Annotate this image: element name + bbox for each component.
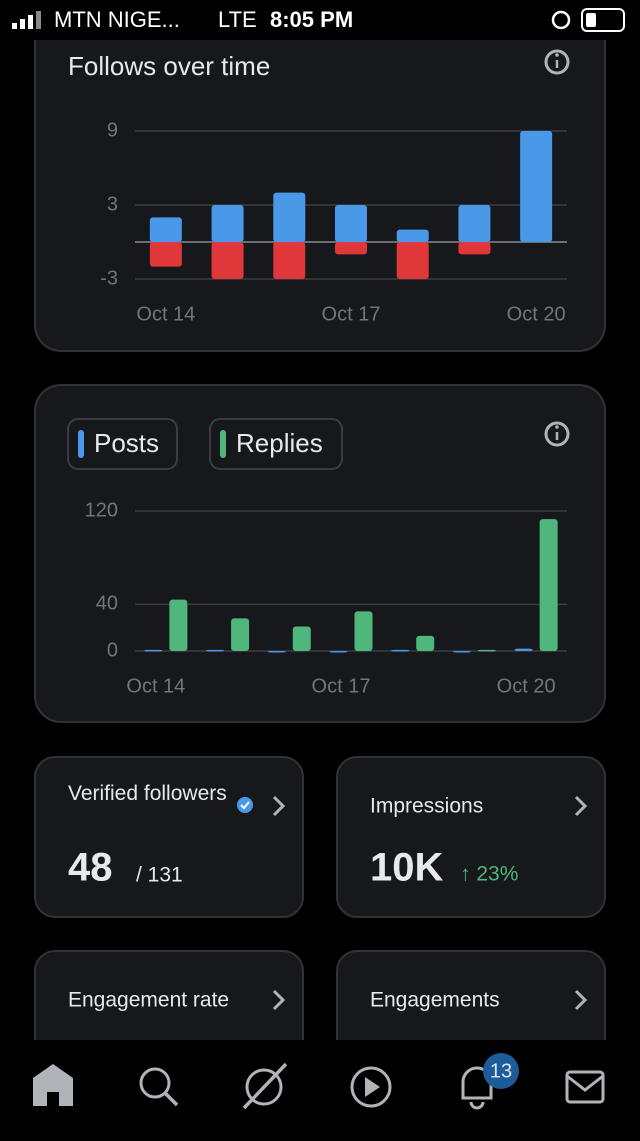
chevron [272,989,286,1011]
stat-card[interactable]: Verified followers 48 / 131 [34,756,304,918]
bar [206,649,225,652]
battery [581,8,625,32]
bar [169,599,188,651]
bar [273,242,306,279]
y-tick-label: 9 [107,119,118,141]
bar [231,618,250,651]
carrier: MTN NIGE... [54,7,180,32]
bar [267,651,286,653]
stat-card[interactable]: Impressions 10K ↑ 23% [336,756,606,918]
bar [416,635,435,651]
verified-check [240,801,250,810]
card-value: 48 [68,846,113,890]
home-icon[interactable] [33,1064,73,1106]
bar [149,242,182,267]
card-value: 10K [370,846,443,890]
bar [391,649,410,652]
battery-level [586,13,596,27]
clock: 8:05 PM [270,7,353,32]
verified-badge [237,797,253,813]
bar [452,651,471,653]
bar [335,205,367,242]
bar [539,519,558,651]
bar [211,242,244,279]
card-total: / 131 [136,864,183,887]
legend-swatch [78,430,84,458]
y-tick-label: 40 [96,593,118,615]
chevron [574,989,588,1011]
bar [477,649,496,652]
bar [329,651,348,653]
bar [514,648,533,651]
grok-icon[interactable] [242,1062,288,1110]
legend-swatch [220,430,226,458]
card-title: Engagement rate [68,989,229,1012]
bar [458,242,491,255]
y-tick-label: 120 [85,499,118,521]
x-tick-label: Oct 20 [497,675,556,697]
network: LTE [218,7,257,32]
legend-label: Posts [94,428,159,458]
badge [483,1053,519,1089]
x-tick-label: Oct 17 [312,675,371,697]
card-title: Impressions [370,795,483,818]
x-tick-label: Oct 20 [507,303,566,325]
bar [144,649,163,652]
card-title-line: Verified followers [68,782,227,805]
signal-icon [12,11,41,29]
info-icon[interactable] [544,49,570,75]
bar [396,229,429,242]
y-tick-label: -3 [100,267,118,289]
bar [354,611,373,651]
badge-count: 13 [490,1060,512,1082]
bar [458,205,491,242]
info-icon[interactable] [544,421,570,447]
bar [396,242,429,279]
rotation-lock [551,10,571,30]
card-title: Verified followers [68,782,227,805]
bar [149,217,182,242]
nav-bar [0,1040,640,1136]
y-tick-label: 3 [107,193,118,215]
legend-item[interactable]: Posts [67,418,178,470]
x-tick-label: Oct 14 [126,675,185,697]
bar [273,192,306,242]
chevron [272,795,286,817]
card-change: ↑ 23% [460,863,518,886]
messages-icon[interactable] [565,1070,605,1104]
bar [520,131,553,242]
card-title: Engagements [370,989,500,1012]
x-tick-label: Oct 17 [322,303,381,325]
bar [335,242,367,255]
legend-label: Replies [236,428,323,458]
chart-title: Follows over time [68,51,270,81]
legend-item[interactable]: Replies [209,418,343,470]
status-bar [0,0,640,40]
bar [211,205,244,242]
bar [292,626,311,651]
y-tick-label: 0 [107,639,118,661]
video-icon[interactable] [350,1066,392,1108]
search-icon[interactable] [139,1067,179,1107]
chevron [574,795,588,817]
x-tick-label: Oct 14 [136,303,195,325]
